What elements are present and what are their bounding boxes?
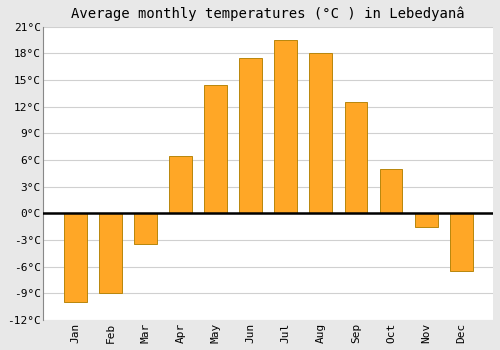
Bar (99, 214, 122, 293)
Bar (204, 85, 227, 214)
Bar (134, 214, 157, 245)
Bar (380, 169, 402, 214)
Bar (414, 214, 438, 227)
Bar (450, 214, 472, 271)
Bar (344, 102, 368, 214)
Bar (274, 40, 297, 214)
Bar (64, 214, 86, 302)
Title: Average monthly temperatures (°C ) in Lebedyanâ: Average monthly temperatures (°C ) in Le… (72, 7, 465, 21)
Bar (169, 156, 192, 214)
Bar (310, 54, 332, 214)
Bar (240, 58, 262, 213)
